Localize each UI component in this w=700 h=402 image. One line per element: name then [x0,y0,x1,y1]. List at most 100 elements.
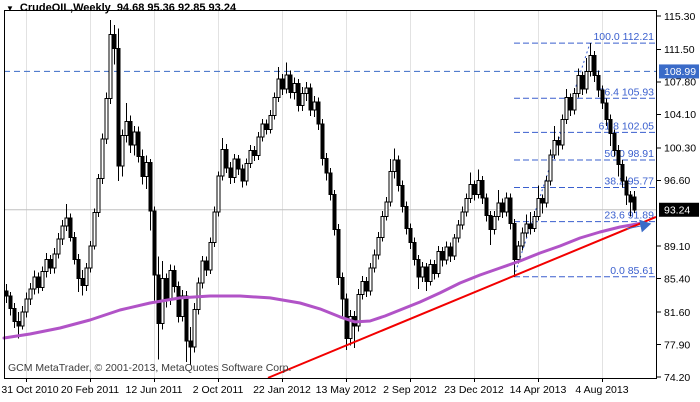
date-axis-label: 22 Jan 2012 [253,384,311,396]
candlestick [436,246,441,278]
candle-body [204,260,209,271]
candle-body [124,120,129,136]
copyright-watermark: GCM MetaTrader, © 2001-2013, MetaQuotes … [8,362,292,374]
price-axis-label: 104.10 [664,109,696,121]
level-price-box-label: 108.99 [664,66,696,78]
price-axis-label: 107.80 [664,77,696,89]
candlestick [56,232,61,259]
candle-body [564,97,569,121]
candlestick [616,145,621,177]
date-axis-label: 13 May 2012 [316,384,377,396]
candlestick [400,180,405,213]
candlestick [316,97,321,131]
candlestick [376,232,381,260]
candle-body [320,123,325,159]
candle-body [264,123,269,130]
candlestick [524,214,529,238]
candle-body [280,78,285,90]
candle-body [392,159,397,172]
candle-body [12,307,17,323]
candlestick [116,28,121,182]
candlestick [144,155,149,190]
candle-body [148,162,153,212]
candlestick [36,272,41,294]
candlestick [64,203,69,232]
candle-body [448,246,453,257]
candlestick [184,290,189,363]
candlestick [444,241,449,265]
date-axis-label: 31 Oct 2010 [1,384,58,396]
candle-body [440,250,445,261]
candlestick [4,283,9,304]
candlestick [68,213,73,242]
candlestick [128,115,133,154]
candlestick [300,87,305,111]
candle-body [584,70,589,90]
arrow-object[interactable] [625,217,652,235]
candle-body [472,184,477,195]
candlestick [308,83,313,117]
candlestick [288,70,293,99]
candlestick [632,191,637,214]
candlestick [600,85,605,110]
candlestick [164,273,169,308]
date-axis-label: 20 Feb 2011 [61,384,119,396]
candlestick [224,144,229,174]
candle-body [180,295,185,317]
candlestick [576,68,581,98]
candle-body [528,223,533,230]
time-axis[interactable]: 31 Oct 2010 20 Feb 2011 12 Jun 2011 2 Oct 2… [1,378,629,396]
candle-body [72,236,77,260]
moving-average-line[interactable] [2,221,644,340]
candle-body [544,180,549,204]
candle-body [476,179,481,195]
candle-body [156,274,161,324]
candle-body [64,217,69,227]
trendline-object[interactable] [267,216,657,379]
candlestick [240,164,245,188]
candlestick [416,254,421,290]
candlestick [204,256,209,276]
candle-body [136,131,141,158]
candlestick [96,174,101,218]
candle-body [556,140,561,146]
candle-body [588,55,593,72]
candle-body [536,198,541,217]
candlestick [260,118,265,142]
candle-body [492,215,497,230]
candle-body [396,159,401,187]
candlestick [188,326,193,365]
candlestick [496,189,501,221]
candlestick [572,88,577,115]
candle-body [240,168,245,182]
candle-body [376,236,381,256]
candle-body [228,167,233,179]
fib-level-label: 38.2 95.77 [604,176,654,188]
symbol-dropdown-icon[interactable]: ▼ [6,3,14,13]
candle-body [368,267,373,292]
candlestick [364,276,369,298]
candlestick [72,232,77,265]
candlestick [76,254,81,292]
candlestick [32,270,37,295]
candle-body [496,202,501,217]
candle-body [328,172,333,195]
price-axis[interactable]: 115.30 111.50 107.80 104.10 100.30 96.60 89.10… [656,11,699,384]
candle-body [76,258,81,280]
candlestick [296,79,301,112]
candle-body [188,340,193,348]
candlestick [588,43,593,77]
candlestick [516,240,521,264]
candlestick [528,211,533,235]
candlestick [344,293,349,350]
candlestick [412,237,417,266]
candlestick [544,175,549,208]
candlestick [508,193,513,230]
fib-level-label: 50.0 98.91 [604,148,654,160]
candlestick [100,133,105,184]
candlestick [180,290,185,322]
fib-level-label: 100.0 112.21 [593,31,654,43]
fib-trend-line [513,42,591,277]
